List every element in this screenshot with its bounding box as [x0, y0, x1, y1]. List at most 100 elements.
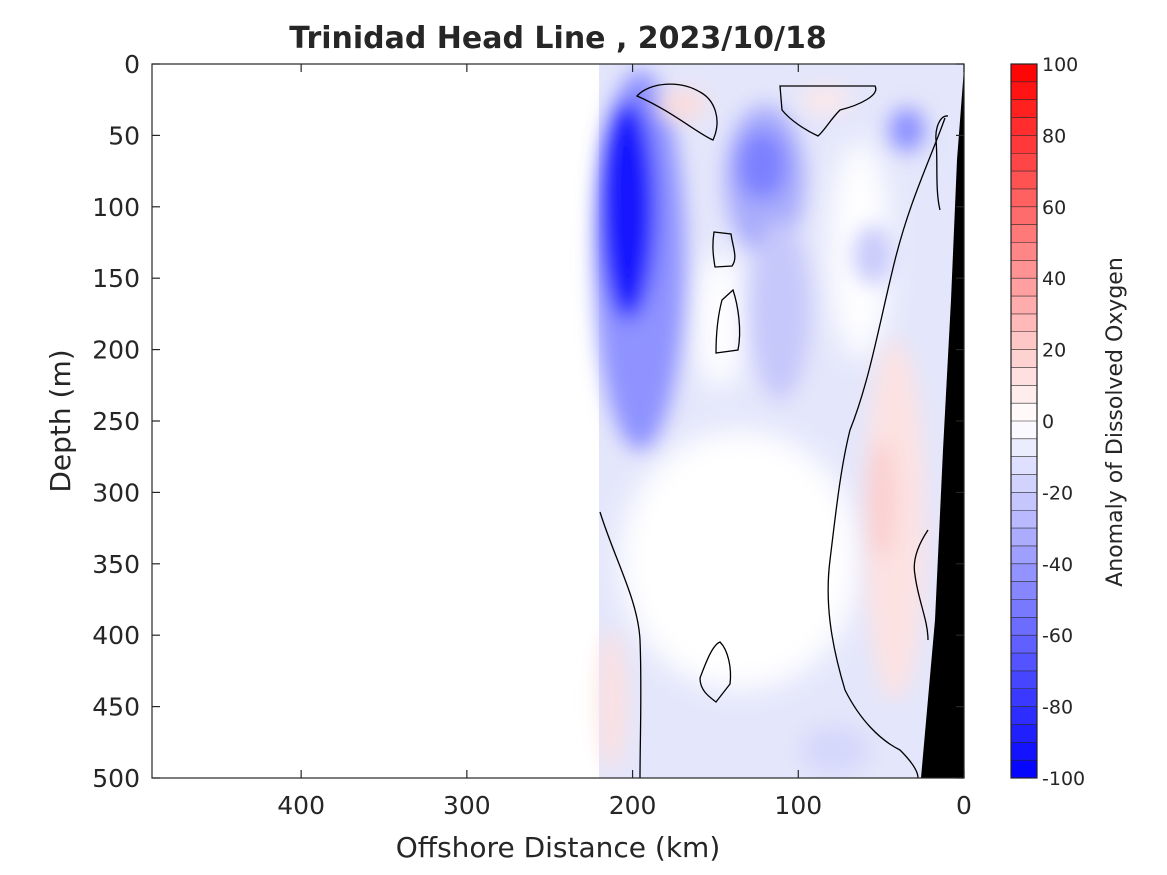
colorbar-band [1011, 81, 1037, 100]
colorbar-tick-label: 40 [1042, 268, 1066, 290]
weak-negative-blob [800, 725, 870, 775]
colorbar-tick-label: 80 [1042, 125, 1066, 147]
colorbar-band [1011, 581, 1037, 600]
colorbar-frame [1010, 63, 1038, 779]
colorbar-band [1011, 706, 1037, 725]
colorbar-band [1011, 313, 1037, 332]
y-tick-label: 500 [92, 764, 140, 793]
y-tick-label: 450 [92, 693, 140, 722]
x-tick-label: 400 [277, 791, 325, 820]
colorbar-band [1011, 99, 1037, 118]
y-tick-label: 50 [108, 121, 140, 150]
colorbar-band [1011, 385, 1037, 404]
colorbar-band [1011, 278, 1037, 297]
colorbar-label: Anomaly of Dissolved Oxygen [1103, 257, 1128, 587]
colorbar-tick-label: -80 [1042, 697, 1073, 719]
y-axis: 0 50 100 150 200 250 300 350 400 450 500 [92, 50, 964, 793]
colorbar-band [1011, 724, 1037, 743]
colorbar-tick-label: -60 [1042, 625, 1073, 647]
negative-blob [737, 130, 787, 200]
colorbar-band [1011, 528, 1037, 546]
x-tick-label: 300 [443, 791, 491, 820]
zero-contour-line [935, 115, 949, 211]
y-tick-label: 300 [92, 478, 140, 507]
positive-blob [657, 90, 707, 120]
weak-negative-blob [750, 220, 810, 400]
y-axis-label: Depth (m) [44, 349, 77, 492]
zero-contours [599, 83, 949, 779]
anomaly-field [595, 64, 964, 778]
colorbar-band [1011, 492, 1037, 511]
colorbar-band [1011, 135, 1037, 154]
colorbar-tick-label: 100 [1042, 54, 1078, 76]
chart-title: Trinidad Head Line , 2023/10/18 [289, 21, 826, 56]
colorbar-band [1011, 242, 1037, 261]
colorbar-band [1011, 742, 1037, 761]
negative-anomaly-blobs [595, 70, 925, 775]
colorbar-band [1011, 331, 1037, 350]
colorbar-band [1011, 438, 1037, 457]
colorbar-tick-label: -20 [1042, 482, 1073, 504]
y-tick-label: 150 [92, 264, 140, 293]
zero-contour-line [599, 511, 642, 779]
colorbar-band [1011, 403, 1037, 421]
colorbar-tick-label: 20 [1042, 340, 1066, 362]
colorbar-band [1011, 224, 1037, 243]
neutral-region [695, 250, 745, 390]
colorbar-band [1011, 688, 1037, 707]
zero-contour-line [635, 83, 718, 141]
colorbar-tick-label: -40 [1042, 554, 1073, 576]
colorbar-band [1011, 617, 1037, 636]
y-tick-label: 0 [124, 50, 140, 79]
x-tick-label: 200 [609, 791, 657, 820]
x-tick-label: 100 [774, 791, 822, 820]
positive-blob [800, 87, 850, 113]
negative-core-blob [600, 100, 656, 320]
zero-contour-line [712, 231, 736, 268]
zero-contour-line [715, 288, 741, 354]
negative-blob [889, 108, 925, 152]
colorbar-tick-label: 0 [1042, 411, 1054, 433]
y-tick-label: 400 [92, 621, 140, 650]
colorbar: 100 80 60 40 20 0 -20 -40 -60 -80 -100 [1010, 54, 1085, 790]
colorbar-band [1011, 296, 1037, 314]
colorbar-band [1011, 635, 1037, 654]
colorbar-band [1011, 563, 1037, 582]
colorbar-band [1011, 260, 1037, 279]
colorbar-band [1011, 421, 1037, 439]
colorbar-band [1011, 510, 1037, 529]
bathymetry-shelf [921, 68, 964, 778]
colorbar-tick-label: -100 [1042, 768, 1085, 790]
colorbar-band [1011, 349, 1037, 368]
zero-anomaly-regions [620, 140, 890, 690]
zero-contour-line [779, 85, 877, 137]
colorbar-band [1011, 171, 1037, 189]
y-tick-label: 200 [92, 336, 140, 365]
positive-anomaly-blobs [598, 87, 925, 770]
zero-contour-line [827, 117, 946, 779]
colorbar-band [1011, 188, 1037, 207]
colorbar-band [1011, 474, 1037, 493]
colorbar-band [1011, 545, 1037, 564]
colorbar-band [1011, 117, 1037, 136]
colorbar-band [1011, 64, 1037, 82]
weak-negative-blob [853, 225, 893, 285]
zero-contour-line [913, 529, 929, 641]
colorbar-band [1011, 153, 1037, 172]
colorbar-band [1011, 367, 1037, 386]
x-tick-label: 0 [956, 791, 972, 820]
neutral-region [620, 430, 860, 690]
y-tick-label: 250 [92, 407, 140, 436]
zero-contour-line [699, 641, 732, 703]
colorbar-band [1011, 670, 1037, 689]
colorbar-band [1011, 653, 1037, 671]
colorbar-band [1011, 206, 1037, 225]
colorbar-band [1011, 760, 1037, 778]
x-axis-label: Offshore Distance (km) [396, 831, 721, 864]
positive-slope-blob [868, 440, 896, 560]
positive-blob [598, 630, 626, 770]
colorbar-tick-label: 60 [1042, 197, 1066, 219]
x-axis: 400 300 200 100 0 [277, 64, 972, 820]
y-tick-label: 100 [92, 193, 140, 222]
